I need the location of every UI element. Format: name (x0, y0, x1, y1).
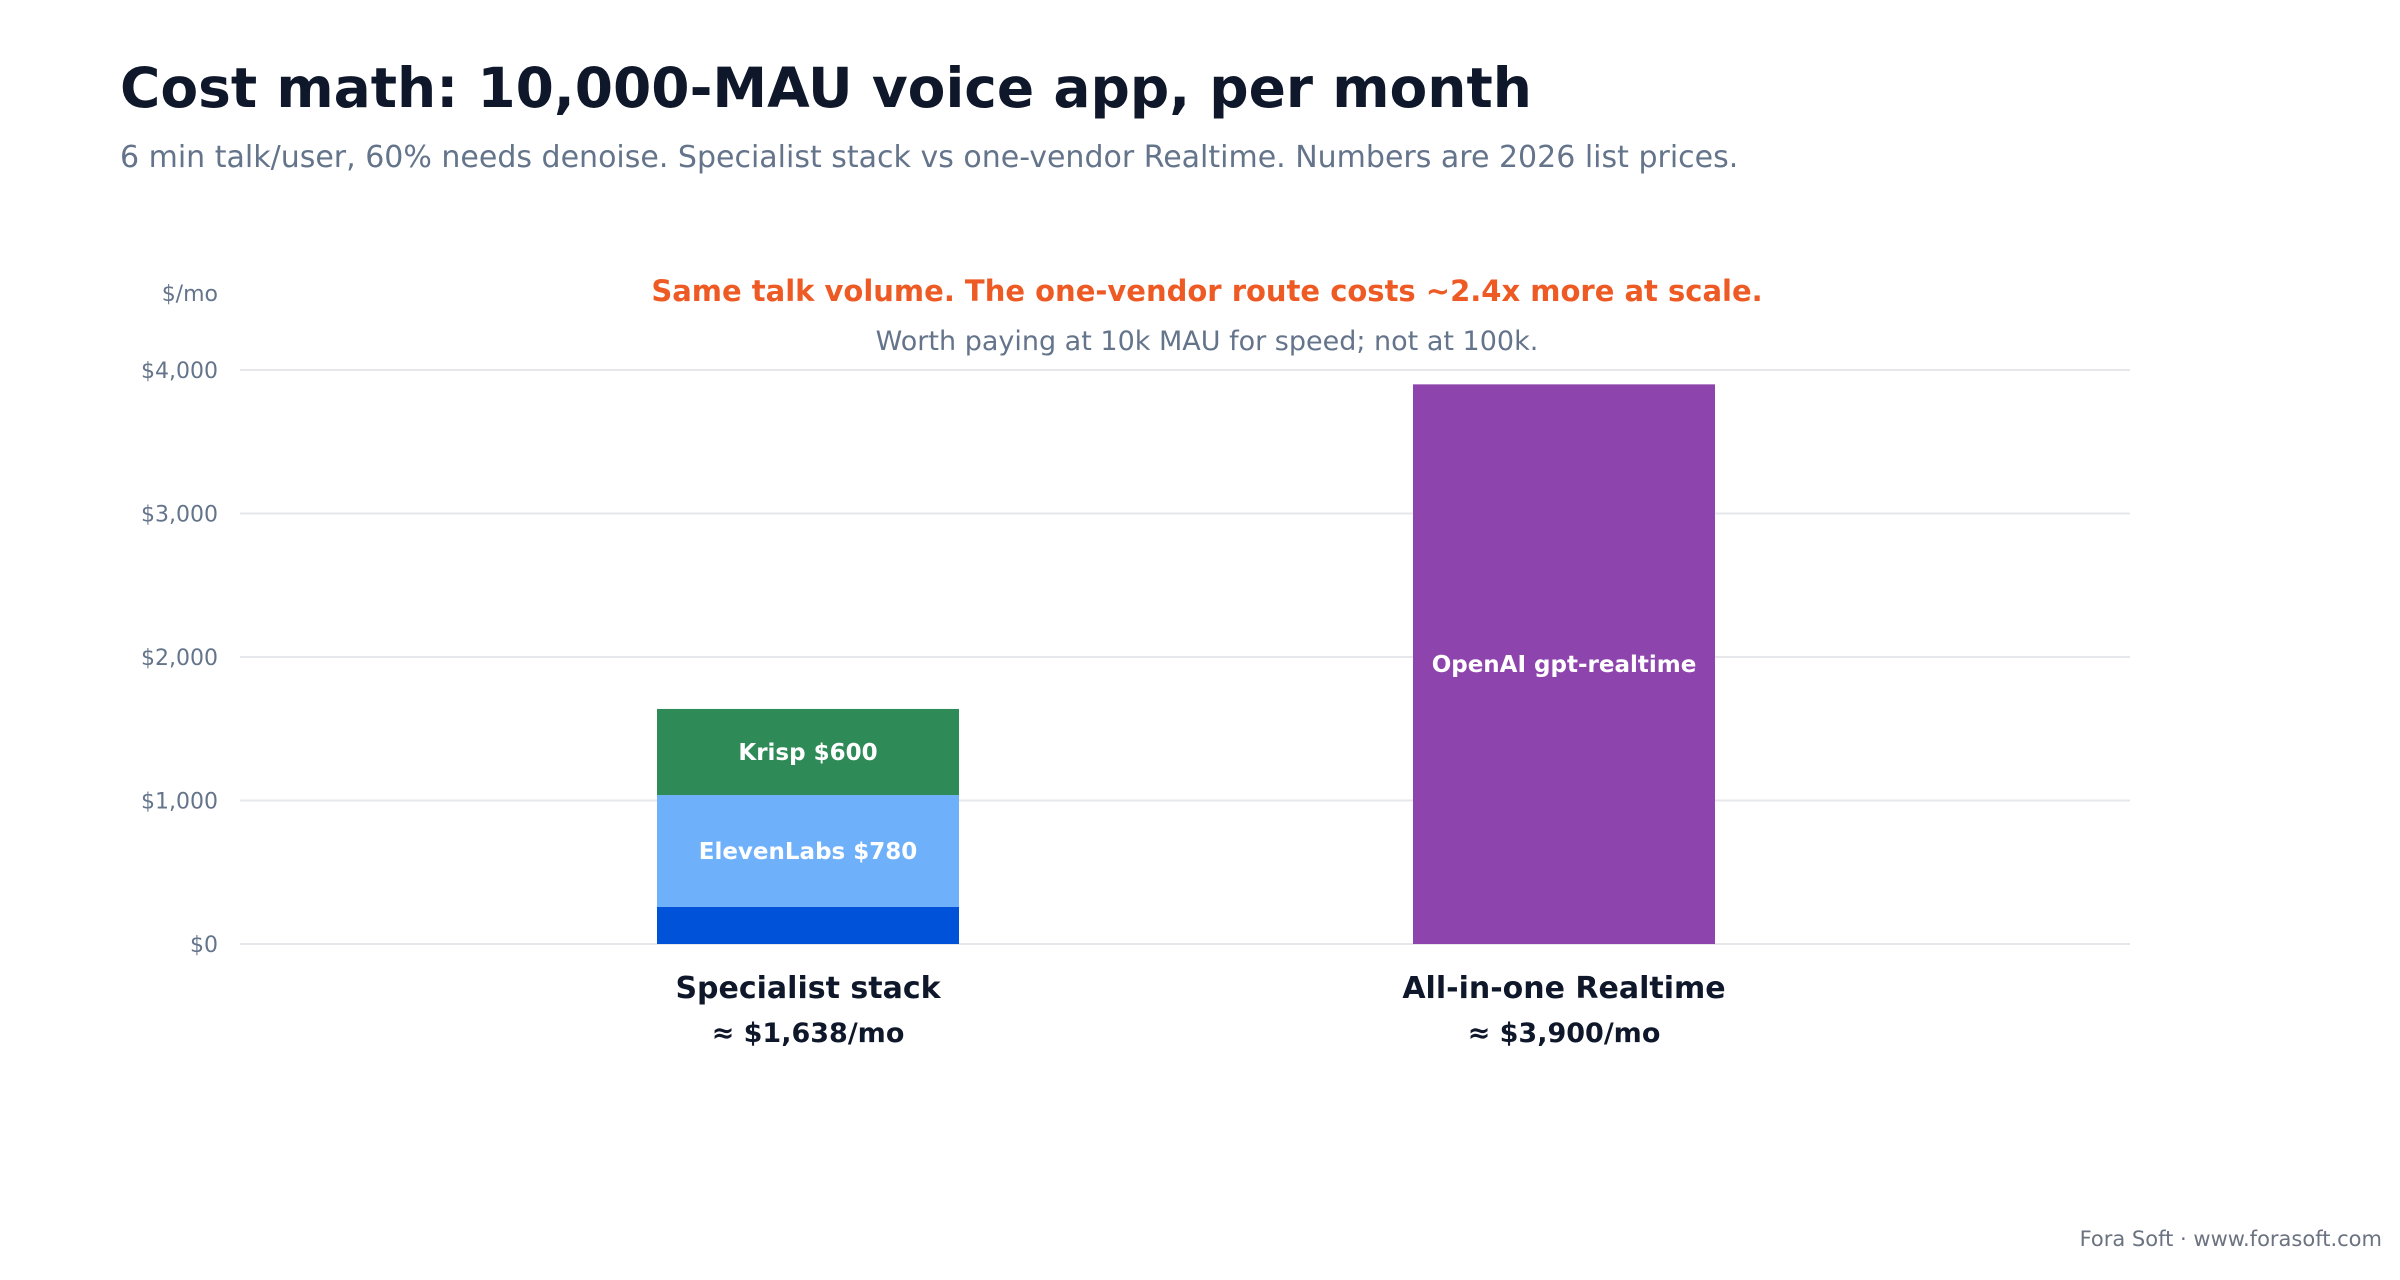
total-label: ≈ $1,638/mo (712, 1018, 905, 1049)
segment-label: ElevenLabs $780 (699, 839, 918, 865)
annotation-subtitle: Worth paying at 10k MAU for speed; not a… (876, 326, 1539, 357)
annotation-title: Same talk volume. The one-vendor route c… (651, 274, 1762, 308)
source-credit: Fora Soft · www.forasoft.com (2079, 1227, 2382, 1251)
y-tick-label: $4,000 (141, 359, 218, 384)
page-title: Cost math: 10,000-MAU voice app, per mon… (120, 56, 1532, 120)
y-tick-label: $2,000 (141, 646, 218, 671)
labels: Same talk volume. The one-vendor route c… (141, 274, 1763, 1049)
category-label: All-in-one Realtime (1402, 971, 1725, 1006)
segment-label: OpenAI gpt-realtime (1432, 652, 1697, 678)
y-tick-label: $0 (190, 933, 218, 958)
bar-segment (1413, 384, 1715, 945)
bar-segment (657, 906, 959, 944)
y-axis-label: $/mo (162, 282, 218, 307)
bars (657, 384, 1715, 945)
y-tick-label: $3,000 (141, 503, 218, 528)
category-label: Specialist stack (675, 971, 941, 1006)
y-tick-label: $1,000 (141, 790, 218, 815)
segment-label: Krisp $600 (738, 740, 877, 766)
page-subtitle: 6 min talk/user, 60% needs denoise. Spec… (120, 140, 1739, 175)
bar-segment (657, 708, 959, 796)
total-label: ≈ $3,900/mo (1468, 1018, 1661, 1049)
grid-lines (240, 369, 2130, 945)
bar-segment (657, 795, 959, 907)
